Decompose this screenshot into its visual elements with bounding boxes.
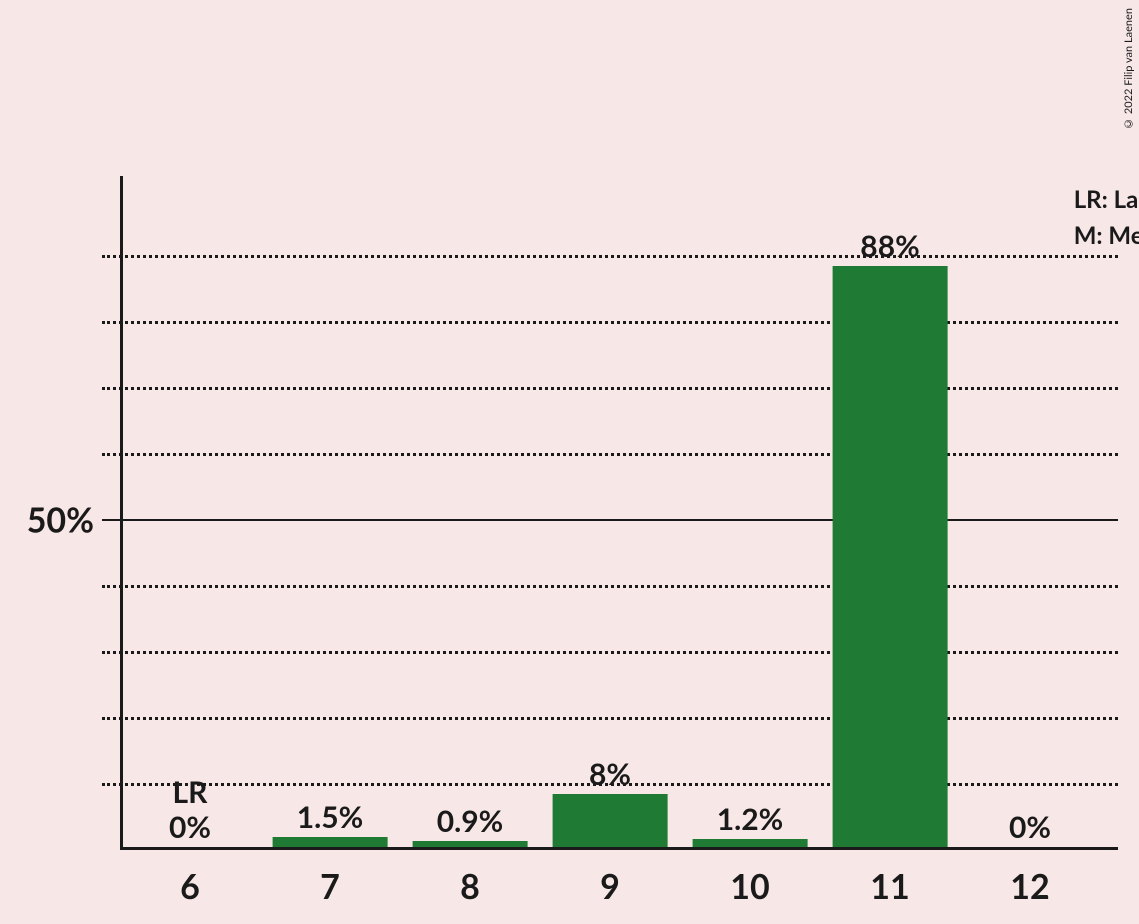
bar-value-label: 1.5% <box>297 800 364 835</box>
bar <box>413 841 528 847</box>
x-tick-label: 8 <box>460 866 480 907</box>
bar-value-label: 0.9% <box>437 804 504 839</box>
bar-value-label: 88% <box>860 229 919 264</box>
x-tick-label: 11 <box>870 866 909 907</box>
gridline-minor <box>102 717 1118 720</box>
x-axis <box>120 847 1118 850</box>
bar <box>833 266 948 847</box>
y-axis <box>120 176 123 850</box>
x-tick-label: 10 <box>730 866 769 907</box>
legend-item: M: Median <box>1074 218 1139 254</box>
bar-value-label: 1.2% <box>717 802 784 837</box>
legend-item: LR: Last Result <box>1074 182 1139 218</box>
bar <box>273 837 388 847</box>
gridline-major <box>102 519 1118 521</box>
x-tick-label: 9 <box>600 866 620 907</box>
legend: LR: Last ResultM: Median <box>1074 182 1139 254</box>
copyright-text: © 2022 Filip van Laenen <box>1122 8 1135 130</box>
gridline-minor <box>102 585 1118 588</box>
gridline-minor <box>102 387 1118 390</box>
gridline-minor <box>102 651 1118 654</box>
bar-value-label: LR0% <box>169 775 211 844</box>
bar-marker: LR <box>169 775 211 810</box>
bar <box>553 794 668 847</box>
x-tick-label: 7 <box>320 866 340 907</box>
gridline-minor <box>102 453 1118 456</box>
x-tick-label: 6 <box>180 866 200 907</box>
chart-area: 50%LR0%61.5%70.9%88%91.2%10M88%110%12 LR… <box>120 190 1100 850</box>
y-tick-label: 50% <box>27 500 94 541</box>
gridline-minor <box>102 321 1118 324</box>
bar-value-label: 0% <box>1009 810 1051 845</box>
bar <box>693 839 808 847</box>
plot-area: 50%LR0%61.5%70.9%88%91.2%10M88%110%12 <box>120 190 1100 850</box>
bar-value-label: 8% <box>589 757 631 792</box>
x-tick-label: 12 <box>1010 866 1049 907</box>
gridline-minor <box>102 255 1118 258</box>
